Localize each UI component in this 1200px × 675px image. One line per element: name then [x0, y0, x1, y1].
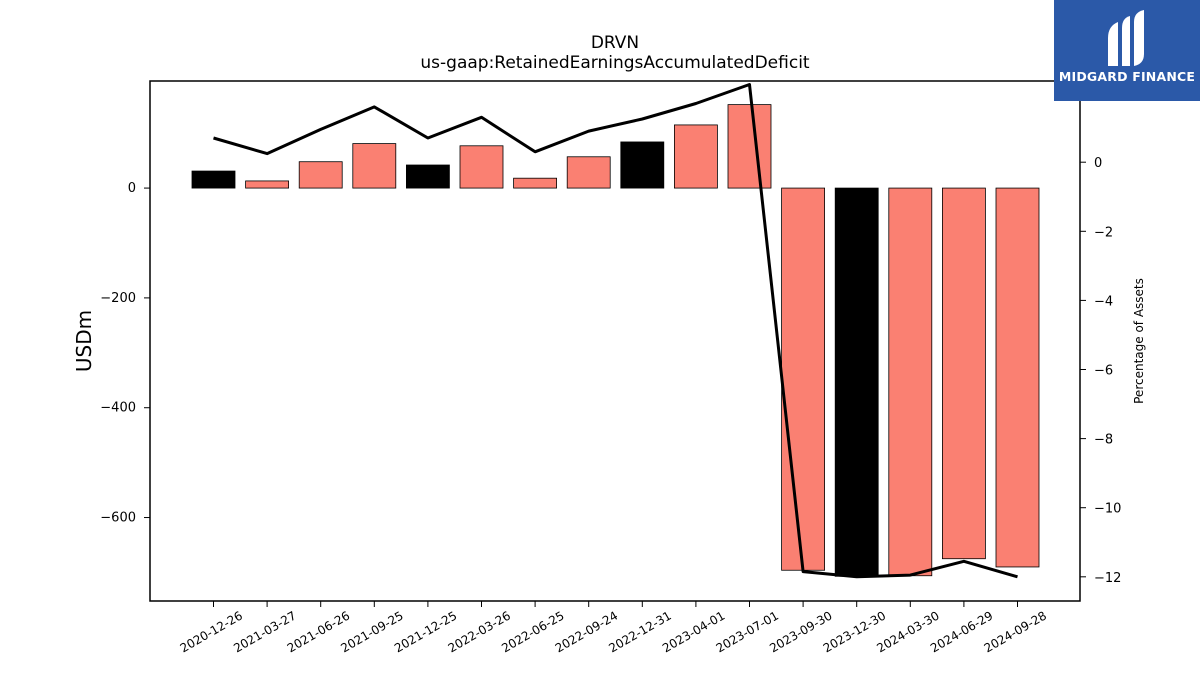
y-tick-label-right: −6: [1094, 364, 1113, 379]
bar: [835, 188, 878, 576]
bar: [782, 188, 825, 570]
y-tick-label-left: −400: [100, 401, 136, 416]
bar: [192, 171, 235, 188]
bar: [674, 125, 717, 188]
bar: [353, 144, 396, 188]
bar: [406, 165, 449, 188]
y-tick-label-right: −12: [1094, 571, 1121, 586]
chart-title: DRVN: [591, 33, 639, 53]
chart-subtitle: us-gaap:RetainedEarningsAccumulatedDefic…: [420, 53, 810, 73]
bar: [621, 142, 664, 188]
bar: [889, 188, 932, 576]
plot-frame: [150, 81, 1080, 601]
bar: [728, 105, 771, 188]
chart: DRVN us-gaap:RetainedEarningsAccumulated…: [0, 0, 1200, 675]
y-tick-label-left: −200: [100, 291, 136, 306]
y-axis-label-right: Percentage of Assets: [1132, 278, 1146, 404]
logo-mark-icon: [1104, 8, 1150, 70]
bar: [996, 188, 1039, 567]
bar: [942, 188, 985, 559]
y-tick-label-right: −2: [1094, 225, 1113, 240]
y-tick-label-left: −600: [100, 511, 136, 526]
logo-text: MIDGARD FINANCE: [1054, 69, 1200, 84]
bar: [299, 162, 342, 188]
y-tick-label-right: −10: [1094, 502, 1121, 517]
bar: [246, 181, 289, 188]
bar: [460, 146, 503, 188]
bars-group: [192, 105, 1039, 577]
y-axis-label-left: USDm: [72, 310, 96, 372]
bar: [567, 157, 610, 188]
bar: [514, 178, 557, 188]
y-tick-label-right: 0: [1094, 156, 1102, 171]
y-tick-label-right: −4: [1094, 294, 1113, 309]
y-tick-label-left: 0: [128, 181, 136, 196]
brand-logo: MIDGARD FINANCE: [1054, 0, 1200, 101]
y-tick-label-right: −8: [1094, 433, 1113, 448]
